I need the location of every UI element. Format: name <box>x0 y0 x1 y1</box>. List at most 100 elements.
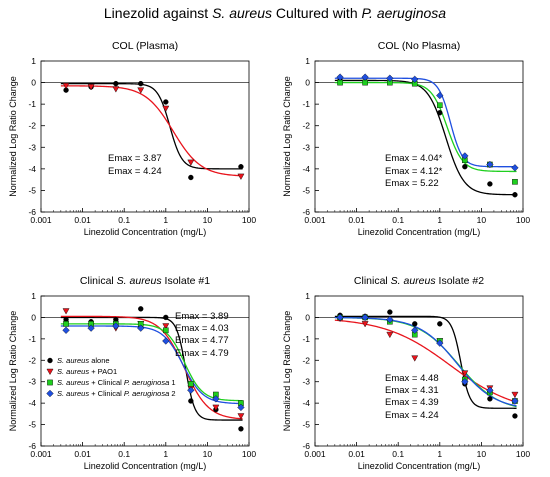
data-point <box>188 398 194 404</box>
emax-annotation: Emax = 5.22 <box>385 178 439 189</box>
plot-frame <box>314 295 524 447</box>
emax-annotation: Emax = 4.77 <box>175 335 229 346</box>
legend-entry-part: S. aureus <box>57 367 89 376</box>
data-point <box>162 337 170 345</box>
x-tick-label: 10 <box>477 449 487 459</box>
data-point <box>511 164 519 172</box>
x-tick-label: 0.01 <box>74 449 91 459</box>
panel-title: Clinical S. aureus Isolate #1 <box>80 275 210 287</box>
data-point <box>461 378 469 386</box>
emax-annotation: Emax = 4.79 <box>175 348 229 359</box>
data-point <box>112 322 120 330</box>
plot-frame <box>40 60 250 213</box>
y-tick-label: -6 <box>28 441 36 451</box>
emax-annotation: Emax = 4.31 <box>385 385 439 396</box>
legend-entry: S. aureus alone <box>57 356 110 365</box>
data-point <box>411 326 419 334</box>
y-tick-label: -3 <box>28 142 36 152</box>
y-tick-label: -3 <box>28 377 36 387</box>
data-point <box>238 426 244 432</box>
legend-entry-part: + Clinical <box>89 389 124 398</box>
legend-marker <box>46 368 54 376</box>
data-point <box>361 313 369 322</box>
data-point <box>336 73 344 81</box>
data-point <box>212 404 220 411</box>
y-tick-label: -1 <box>302 99 310 109</box>
data-point <box>237 413 245 420</box>
x-tick-label: 0.01 <box>348 215 365 225</box>
y-tick-label: -6 <box>28 207 36 217</box>
data-point <box>163 314 169 321</box>
y-tick-label: 1 <box>31 291 36 301</box>
x-tick-label: 10 <box>477 215 487 225</box>
x-tick-label: 100 <box>516 215 530 225</box>
fit-curve <box>60 83 243 170</box>
x-tick-label: 1 <box>163 215 168 225</box>
y-axis-label: Normalized Log Ratio Change <box>282 76 292 197</box>
plot-frame <box>314 60 524 213</box>
legend-entry-part: S. aureus <box>57 389 89 398</box>
y-tick-label: -5 <box>28 420 36 430</box>
data-point <box>386 331 394 339</box>
figure-title-part: S. aureus <box>212 5 272 21</box>
figure-title: Linezolid against S. aureus Cultured wit… <box>104 5 446 21</box>
x-tick-label: 1 <box>163 449 168 459</box>
emax-annotation: Emax = 4.48 <box>385 373 439 384</box>
data-point <box>437 102 443 109</box>
x-axis-label: Linezolid Concentration (mg/L) <box>84 461 207 471</box>
legend-entry: S. aureus + PAO1 <box>57 367 117 376</box>
data-point <box>62 326 70 334</box>
data-point <box>162 327 169 334</box>
plot-frame <box>40 295 250 447</box>
data-point <box>238 164 244 170</box>
data-point <box>436 339 444 347</box>
legend-entry-part: S. aureus <box>57 356 89 365</box>
data-point <box>511 397 519 405</box>
data-point <box>411 355 419 362</box>
y-tick-label: -3 <box>302 142 310 152</box>
panel-title-part: S. aureus <box>117 275 163 287</box>
y-tick-label: -5 <box>302 185 310 195</box>
y-tick-label: -4 <box>302 398 310 408</box>
y-tick-label: -1 <box>302 334 310 344</box>
legend-entry: S. aureus + Clinical P. aeruginosa 2 <box>57 389 176 398</box>
legend-marker <box>47 357 53 364</box>
y-tick-label: -2 <box>302 355 310 365</box>
data-point <box>412 321 418 327</box>
y-tick-label: -5 <box>302 420 310 430</box>
y-tick-label: -6 <box>302 207 310 217</box>
fit-curve <box>60 315 243 420</box>
data-point <box>462 164 468 170</box>
data-point <box>137 87 145 94</box>
y-tick-label: -2 <box>28 355 36 365</box>
x-tick-label: 0.1 <box>118 215 130 225</box>
x-axis-label: Linezolid Concentration (mg/L) <box>358 461 481 471</box>
figure-title-part: Linezolid against <box>104 5 212 21</box>
data-point <box>212 395 220 403</box>
data-point <box>386 74 394 82</box>
x-tick-label: 100 <box>242 215 256 225</box>
x-tick-label: 1 <box>437 449 442 459</box>
data-point <box>511 391 519 399</box>
data-point <box>512 178 518 185</box>
panel-3: Clinical S. aureus Isolate #1 0.001 0.01 0.… <box>8 275 256 471</box>
y-tick-label: -2 <box>28 121 36 131</box>
x-tick-label: 0.001 <box>304 215 326 225</box>
x-tick-label: 0.1 <box>392 449 404 459</box>
x-axis-label: Linezolid Concentration (mg/L) <box>84 227 207 237</box>
panel-title: Clinical S. aureus Isolate #2 <box>354 275 484 287</box>
y-tick-label: 1 <box>305 291 310 301</box>
legend-entry-part: 1 <box>169 378 175 387</box>
data-point <box>486 160 494 169</box>
panel-4: Clinical S. aureus Isolate #2 0.001 0.01 0.… <box>282 275 530 471</box>
data-point <box>112 86 120 93</box>
x-tick-label: 0.01 <box>74 215 91 225</box>
data-point <box>113 80 119 87</box>
panel-title-part: Clinical <box>80 275 117 287</box>
data-point <box>138 306 144 312</box>
emax-annotation: Emax = 4.03 <box>175 323 229 334</box>
y-tick-label: -4 <box>302 164 310 174</box>
emax-annotation: Emax = 4.04* <box>385 153 443 164</box>
y-axis-label: Normalized Log Ratio Change <box>8 311 18 432</box>
data-point <box>87 84 95 91</box>
